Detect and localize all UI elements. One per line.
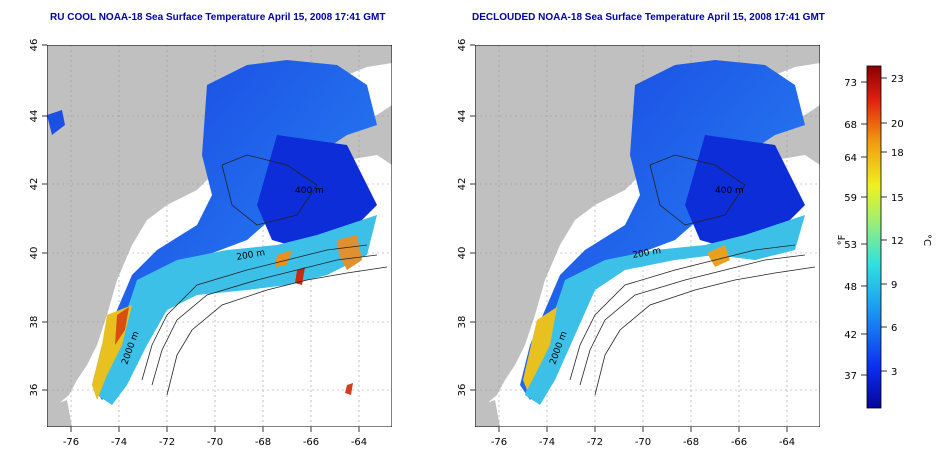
c-tick-label: 18	[891, 148, 904, 159]
y-tick-label: 44	[457, 110, 468, 123]
c-tick-label: 20	[891, 119, 904, 130]
c-tick-label: 23	[891, 74, 904, 85]
y-tick-label: 36	[457, 384, 468, 397]
x-tick-label: -66	[303, 437, 319, 448]
y-tick-label: 40	[457, 247, 468, 260]
f-tick-label: 37	[844, 371, 857, 382]
x-tick-label: -72	[159, 437, 175, 448]
f-tick-label: 73	[844, 78, 857, 89]
y-tick-label: 40	[29, 247, 40, 260]
x-tick-label: -76	[63, 437, 79, 448]
x-tick-label: -68	[683, 437, 699, 448]
y-tick-label: 46	[29, 39, 40, 52]
f-tick-label: 42	[844, 330, 857, 341]
x-tick-label: -66	[731, 437, 747, 448]
f-tick-label: 53	[844, 240, 857, 251]
left-panel-title: RU COOL NOAA-18 Sea Surface Temperature …	[50, 12, 386, 23]
c-tick-label: 9	[891, 280, 897, 291]
c-tick-label: 3	[891, 367, 897, 378]
left-map: 200 m 2000 m 400 m	[47, 45, 392, 427]
y-tick-label: 38	[457, 316, 468, 329]
c-tick-label: 15	[891, 193, 904, 204]
y-tick-label: 46	[457, 39, 468, 52]
x-tick-label: -64	[351, 437, 367, 448]
x-tick-label: -64	[779, 437, 795, 448]
svg-text:200 m: 200 m	[632, 246, 662, 261]
x-tick-label: -76	[491, 437, 507, 448]
right-panel-title: DECLOUDED NOAA-18 Sea Surface Temperatur…	[472, 12, 825, 23]
x-tick-label: -74	[111, 437, 127, 448]
x-tick-label: -70	[635, 437, 651, 448]
f-tick-label: 59	[844, 193, 857, 204]
x-tick-label: -72	[587, 437, 603, 448]
y-tick-label: 42	[29, 178, 40, 191]
x-tick-label: -70	[207, 437, 223, 448]
f-tick-label: 64	[844, 153, 857, 164]
f-tick-label: 48	[844, 282, 857, 293]
svg-text:200 m: 200 m	[236, 248, 266, 263]
y-tick-label: 44	[29, 110, 40, 123]
svg-text:400 m: 400 m	[295, 186, 324, 196]
right-map: 200 m 2000 m 400 m	[475, 45, 820, 427]
y-tick-label: 36	[29, 384, 40, 397]
celsius-label: °C	[921, 234, 932, 246]
svg-text:400 m: 400 m	[715, 186, 744, 196]
right-axes: -76 -74 -72 -70 -68 -66 -64 36 38 40 42 44 46	[457, 39, 795, 448]
left-axes: -76 -74 -72 -70 -68 -66 -64 36 38 40 42 44 46	[29, 39, 367, 448]
x-tick-label: -68	[255, 437, 271, 448]
x-tick-label: -74	[539, 437, 555, 448]
y-tick-label: 42	[457, 178, 468, 191]
c-tick-label: 12	[891, 236, 904, 247]
y-tick-label: 38	[29, 316, 40, 329]
fahrenheit-label: °F	[837, 234, 848, 245]
c-tick-label: 6	[891, 323, 897, 334]
colorbar: 73 68 64 59 53 48 42 37 23 20 18 15 12 9 6 3 °F °C	[837, 65, 932, 409]
f-tick-label: 68	[844, 120, 857, 131]
